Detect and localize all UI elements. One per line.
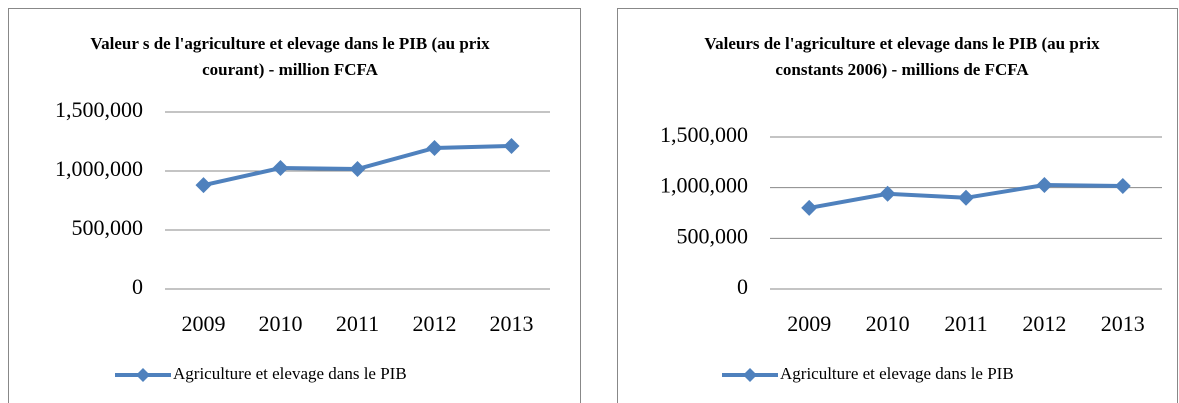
x-tick-label: 2011: [944, 311, 987, 336]
legend-marker: [136, 368, 150, 382]
marker: [349, 160, 366, 177]
legend-label: Agriculture et elevage dans le PIB: [780, 364, 1014, 383]
marker: [195, 177, 212, 194]
chart-title: Valeurs de l'agriculture et elevage dans…: [704, 34, 1100, 79]
marker: [879, 185, 896, 202]
y-tick-label: 1,500,000: [660, 122, 748, 147]
y-tick-label: 500,000: [72, 215, 144, 240]
x-tick-label: 2013: [490, 311, 534, 336]
y-tick-label: 500,000: [677, 223, 749, 248]
marker: [1036, 177, 1053, 194]
y-tick-label: 1,000,000: [660, 173, 748, 198]
chart-frame: [8, 8, 581, 403]
chart-frame: [617, 8, 1178, 403]
y-tick-label: 0: [737, 274, 748, 299]
x-tick-label: 2009: [182, 311, 226, 336]
y-tick-label: 1,000,000: [55, 156, 143, 181]
x-tick-label: 2013: [1101, 311, 1145, 336]
marker: [426, 139, 443, 156]
x-tick-label: 2012: [413, 311, 457, 336]
x-tick-label: 2010: [866, 311, 910, 336]
x-tick-label: 2010: [259, 311, 303, 336]
legend-label: Agriculture et elevage dans le PIB: [173, 364, 407, 383]
x-tick-label: 2012: [1022, 311, 1066, 336]
legend-marker: [743, 368, 757, 382]
marker: [958, 189, 974, 206]
marker: [801, 199, 818, 216]
y-tick-label: 1,500,000: [55, 97, 143, 122]
marker: [1114, 178, 1131, 195]
x-tick-label: 2009: [787, 311, 831, 336]
y-tick-label: 0: [132, 274, 143, 299]
marker: [503, 137, 520, 154]
marker: [272, 160, 289, 177]
chart-title: Valeur s de l'agriculture et elevage dan…: [90, 34, 490, 79]
x-tick-label: 2011: [336, 311, 379, 336]
